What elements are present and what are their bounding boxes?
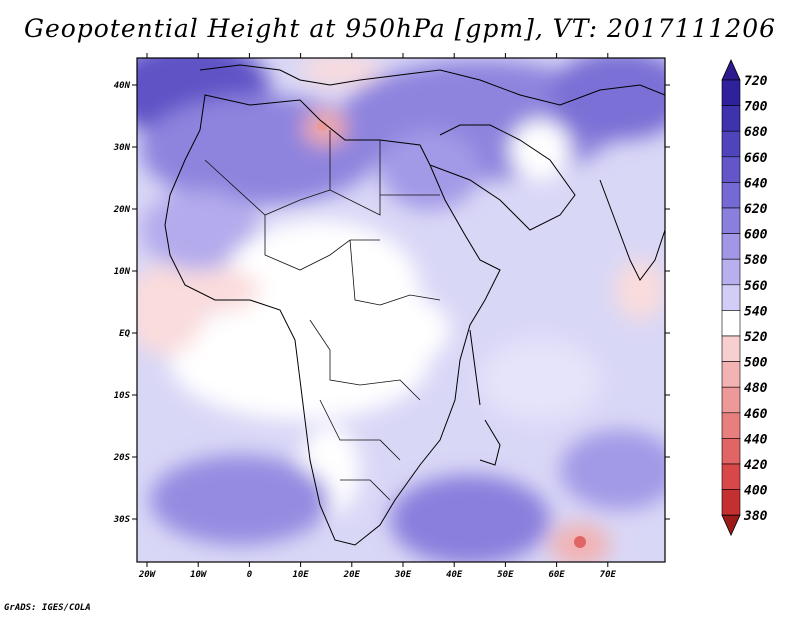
low-center — [574, 536, 586, 548]
geopotential-field — [137, 58, 665, 562]
colorbar-block — [721, 284, 741, 311]
colorbar-block — [721, 182, 741, 209]
colorbar-block — [721, 489, 741, 516]
colorbar-bottom-triangle — [721, 514, 741, 537]
colorbar-label: 680 — [744, 125, 768, 140]
lat-label: 20N — [113, 205, 131, 215]
colorbar-label: 700 — [744, 100, 768, 115]
colorbar-label: 540 — [744, 304, 768, 319]
colorbar-top-triangle — [721, 59, 741, 81]
map-frame — [136, 57, 666, 563]
colorbar-block — [721, 130, 741, 158]
colorbar-block — [721, 310, 741, 337]
lon-label: 0 — [247, 570, 253, 580]
colorbar-label: 480 — [744, 381, 768, 396]
lat-label: 10S — [114, 391, 131, 401]
lat-label: 40N — [114, 81, 131, 91]
colorbar-label: 400 — [744, 484, 768, 499]
colorbar: 720 700 680 660 640 620 600 580 560 540 520 500 480 4… — [721, 59, 768, 537]
colorbar-block — [721, 105, 741, 132]
lon-label: 60E — [548, 570, 565, 580]
colorbar-block — [721, 361, 741, 388]
lat-label: 30N — [113, 143, 131, 153]
lon-label: 40E — [446, 570, 463, 580]
grads-credit: GrADS: IGES/COLA — [4, 603, 91, 613]
colorbar-label: 460 — [744, 407, 768, 422]
colorbar-label: 600 — [744, 228, 768, 243]
lat-label: 30S — [113, 515, 131, 525]
coastlines — [164, 64, 665, 546]
colorbar-block — [721, 412, 741, 439]
colorbar-block — [721, 438, 741, 465]
colorbar-label: 500 — [744, 356, 768, 371]
colorbar-block — [721, 335, 741, 362]
lon-label: 50E — [497, 570, 514, 580]
lon-label: 10E — [292, 570, 309, 580]
colorbar-block — [721, 258, 741, 286]
colorbar-block — [721, 207, 741, 234]
colorbar-label: 620 — [744, 202, 768, 217]
lon-label: 30E — [394, 570, 412, 580]
colorbar-label: 380 — [743, 509, 768, 524]
colorbar-label: 560 — [744, 279, 768, 294]
colorbar-label: 520 — [744, 330, 768, 345]
map-title: Geopotential Height at 950hPa [gpm], VT:… — [23, 14, 777, 43]
map-axes: 40N 30N 20N 10N EQ 10S 20S 30S 20W 10W 0 10E 20E 30E 4… — [113, 53, 670, 580]
lon-label: 10W — [190, 570, 208, 580]
colorbar-block — [721, 156, 741, 183]
low-center — [317, 121, 327, 131]
colorbar-label: 580 — [744, 253, 768, 268]
colorbar-block — [721, 386, 741, 414]
lat-label: 20S — [113, 453, 131, 463]
lat-label: 10N — [114, 267, 131, 277]
lon-label: 70E — [600, 570, 617, 580]
colorbar-block — [721, 233, 741, 260]
colorbar-label: 420 — [744, 458, 768, 473]
colorbar-label: 440 — [744, 432, 768, 447]
colorbar-label: 640 — [744, 176, 768, 191]
lat-label: EQ — [119, 329, 130, 339]
colorbar-block — [721, 79, 741, 106]
colorbar-label: 720 — [744, 74, 768, 89]
colorbar-block — [721, 463, 741, 490]
country-borders — [204, 130, 441, 501]
colorbar-label: 660 — [744, 151, 768, 166]
lon-label: 20W — [138, 570, 157, 580]
lon-label: 20E — [343, 570, 361, 580]
